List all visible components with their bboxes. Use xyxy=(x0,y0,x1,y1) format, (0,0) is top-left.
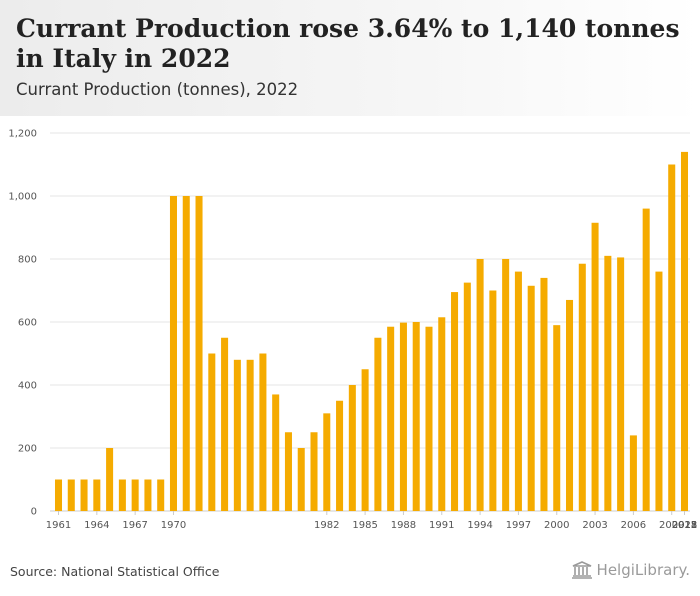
x-tick-label: 1970 xyxy=(161,520,186,531)
bar[interactable] xyxy=(451,292,459,511)
bar-chart: 0 200 400 600 800 1,000 1,200 1961 1964 1967 1970… xyxy=(8,129,697,532)
logo-text: HelgiLibrary. xyxy=(596,561,690,579)
bar[interactable] xyxy=(336,400,344,511)
bar[interactable] xyxy=(591,222,599,511)
source-note: Source: National Statistical Office xyxy=(10,564,220,579)
bar[interactable] xyxy=(118,479,126,512)
x-tick-label: 2018 xyxy=(672,520,697,531)
page-title: Currant Production rose 3.64% to 1,140 t… xyxy=(16,14,680,73)
x-tick-label: 2003 xyxy=(582,520,607,531)
x-tick-label: 1961 xyxy=(46,520,71,531)
bar[interactable] xyxy=(489,290,497,512)
y-tick-label: 0 xyxy=(31,507,37,518)
bar[interactable] xyxy=(310,432,318,511)
x-tick-label: 2006 xyxy=(621,520,646,531)
y-tick-label: 800 xyxy=(18,255,37,266)
x-tick-label: 2009 xyxy=(659,520,684,531)
bar[interactable] xyxy=(399,322,407,511)
bar[interactable] xyxy=(195,196,203,511)
y-tick-label: 1,200 xyxy=(8,129,37,140)
bar[interactable] xyxy=(54,479,63,512)
bar[interactable] xyxy=(93,479,101,512)
bar[interactable] xyxy=(387,326,395,511)
helgi-library-logo[interactable]: HelgiLibrary. xyxy=(571,561,690,579)
bar[interactable] xyxy=(527,285,535,511)
x-tick-label: 2012 xyxy=(672,520,697,531)
x-tick-label: 1967 xyxy=(122,520,147,531)
x-tick-label: 2021 xyxy=(672,520,697,531)
bar[interactable] xyxy=(144,479,152,512)
chart-subtitle: Currant Production (tonnes), 2022 xyxy=(16,80,299,99)
x-tick-label: 1997 xyxy=(506,520,531,531)
x-tick-label: 1982 xyxy=(314,520,339,531)
x-tick-label: 2000 xyxy=(544,520,569,531)
x-tick-label: 1991 xyxy=(429,520,454,531)
bar[interactable] xyxy=(553,325,561,511)
bar[interactable] xyxy=(374,337,382,511)
x-tick-label: 1964 xyxy=(84,520,109,531)
bar[interactable] xyxy=(425,326,433,511)
x-tick-label: 1985 xyxy=(352,520,377,531)
bar[interactable] xyxy=(604,255,612,511)
library-building-icon xyxy=(571,561,592,579)
x-axis: 1961 1964 1967 1970 1982 1985 1988 1991 1994 1997… xyxy=(46,511,697,531)
bar[interactable] xyxy=(106,448,114,511)
bar[interactable] xyxy=(272,394,280,511)
x-tick-label: 2015 xyxy=(672,520,697,531)
x-tick-label: 1988 xyxy=(391,520,416,531)
bar[interactable] xyxy=(246,359,254,511)
bar[interactable] xyxy=(233,359,241,511)
bar[interactable] xyxy=(655,271,663,511)
bar[interactable] xyxy=(578,263,586,511)
bar[interactable] xyxy=(463,282,471,511)
bar[interactable] xyxy=(566,299,574,511)
bar[interactable] xyxy=(208,353,216,512)
bar[interactable] xyxy=(182,196,190,511)
bar[interactable] xyxy=(540,277,548,511)
bar[interactable] xyxy=(323,413,331,511)
bar[interactable] xyxy=(438,317,446,511)
y-tick-label: 200 xyxy=(18,444,37,455)
header: Currant Production rose 3.64% to 1,140 t… xyxy=(0,0,700,116)
grid-lines xyxy=(50,132,690,512)
bar[interactable] xyxy=(476,259,484,511)
bar[interactable] xyxy=(284,432,292,511)
bar[interactable] xyxy=(502,259,510,511)
bar[interactable] xyxy=(629,435,637,511)
bars xyxy=(54,151,689,512)
bar[interactable] xyxy=(157,479,165,512)
bar[interactable] xyxy=(514,271,522,511)
bar[interactable] xyxy=(617,257,625,511)
bar[interactable] xyxy=(131,479,139,512)
bar[interactable] xyxy=(668,164,676,512)
bar[interactable] xyxy=(348,385,356,511)
y-tick-label: 1,000 xyxy=(8,192,37,203)
bar[interactable] xyxy=(259,353,267,512)
y-axis: 0 200 400 600 800 1,000 1,200 xyxy=(8,129,37,518)
bar[interactable] xyxy=(361,369,369,511)
bar[interactable] xyxy=(221,337,229,511)
y-tick-label: 600 xyxy=(18,318,37,329)
bar[interactable] xyxy=(169,196,177,511)
x-tick-label: 1994 xyxy=(467,520,492,531)
bar[interactable] xyxy=(80,479,88,512)
bar[interactable] xyxy=(297,448,305,511)
bar[interactable] xyxy=(412,322,420,511)
bar[interactable] xyxy=(680,151,689,511)
y-tick-label: 400 xyxy=(18,381,37,392)
bar[interactable] xyxy=(642,208,650,511)
bar[interactable] xyxy=(67,479,75,512)
